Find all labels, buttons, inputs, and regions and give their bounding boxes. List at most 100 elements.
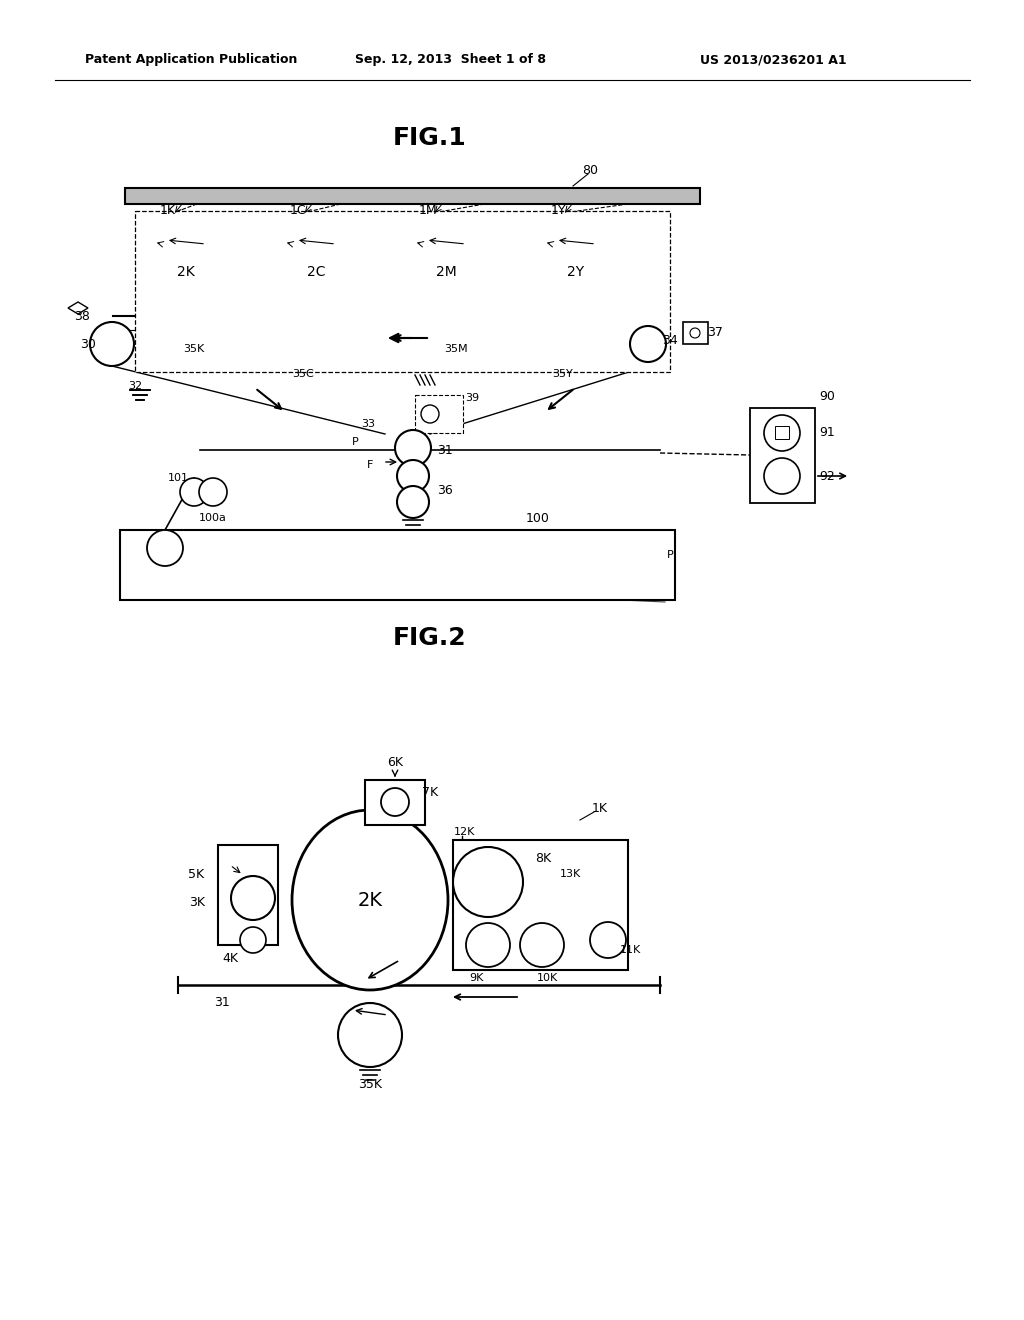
Circle shape xyxy=(764,414,800,451)
Bar xyxy=(326,218,340,232)
Text: 35Y: 35Y xyxy=(553,370,573,379)
Text: 32: 32 xyxy=(128,381,142,391)
Text: 34: 34 xyxy=(663,334,678,346)
Text: 38: 38 xyxy=(74,309,90,322)
Text: 2K: 2K xyxy=(357,891,383,909)
Text: 13K: 13K xyxy=(559,869,581,879)
Text: P: P xyxy=(351,437,358,447)
Bar xyxy=(135,211,670,372)
Text: 12K: 12K xyxy=(455,828,476,837)
Circle shape xyxy=(147,531,183,566)
Text: 3K: 3K xyxy=(189,896,205,909)
Polygon shape xyxy=(68,302,88,314)
Text: 6K: 6K xyxy=(387,755,403,768)
Text: 10K: 10K xyxy=(537,973,558,983)
Text: 9K: 9K xyxy=(469,973,483,983)
Text: 2M: 2M xyxy=(435,265,457,279)
Text: US 2013/0236201 A1: US 2013/0236201 A1 xyxy=(700,54,847,66)
Text: 33: 33 xyxy=(361,418,375,429)
Text: 35K: 35K xyxy=(183,345,205,354)
Text: 35K: 35K xyxy=(358,1078,382,1092)
Circle shape xyxy=(603,253,625,275)
Circle shape xyxy=(343,253,365,275)
Circle shape xyxy=(199,478,227,506)
Text: 5K: 5K xyxy=(188,869,204,882)
Circle shape xyxy=(348,280,368,300)
Bar xyxy=(775,426,790,440)
Bar xyxy=(683,322,708,345)
Text: 30: 30 xyxy=(80,338,96,351)
Text: FIG.2: FIG.2 xyxy=(393,626,467,649)
Bar xyxy=(415,395,463,433)
Circle shape xyxy=(408,323,449,364)
Circle shape xyxy=(764,458,800,494)
Circle shape xyxy=(453,847,523,917)
Text: 7K: 7K xyxy=(422,785,438,799)
Circle shape xyxy=(630,326,666,362)
Text: 2Y: 2Y xyxy=(567,265,585,279)
Circle shape xyxy=(690,327,700,338)
Text: 4K: 4K xyxy=(222,952,238,965)
Bar xyxy=(456,218,470,232)
Text: Patent Application Publication: Patent Application Publication xyxy=(85,54,297,66)
Bar xyxy=(120,531,675,601)
Circle shape xyxy=(397,459,429,492)
Bar xyxy=(453,840,628,970)
Circle shape xyxy=(240,927,266,953)
Text: 39: 39 xyxy=(465,393,479,403)
Circle shape xyxy=(608,280,628,300)
Circle shape xyxy=(148,323,188,364)
Text: 31: 31 xyxy=(214,997,229,1010)
Bar xyxy=(365,780,425,825)
Text: 37: 37 xyxy=(707,326,723,338)
Text: 90: 90 xyxy=(819,389,835,403)
Bar xyxy=(218,845,278,945)
Circle shape xyxy=(150,242,167,259)
Bar xyxy=(398,213,526,327)
Text: 1C: 1C xyxy=(290,203,306,216)
Circle shape xyxy=(520,923,564,968)
Bar xyxy=(586,218,600,232)
Circle shape xyxy=(148,234,224,310)
Text: 35C: 35C xyxy=(292,370,314,379)
Text: 91: 91 xyxy=(819,426,835,440)
Circle shape xyxy=(231,876,275,920)
Text: 101: 101 xyxy=(168,473,188,483)
Ellipse shape xyxy=(292,810,449,990)
Circle shape xyxy=(198,220,208,230)
Circle shape xyxy=(473,253,495,275)
Bar xyxy=(268,213,396,327)
Circle shape xyxy=(466,923,510,968)
Bar xyxy=(750,408,815,503)
Text: 100a: 100a xyxy=(199,513,227,523)
Circle shape xyxy=(381,788,409,816)
Circle shape xyxy=(90,322,134,366)
Text: 8K: 8K xyxy=(535,851,551,865)
Circle shape xyxy=(408,234,484,310)
Text: 92: 92 xyxy=(819,470,835,483)
Circle shape xyxy=(538,234,614,310)
Text: F: F xyxy=(367,459,373,470)
Text: 1Y: 1Y xyxy=(550,203,565,216)
Text: 2K: 2K xyxy=(177,265,195,279)
Text: 1M: 1M xyxy=(419,203,437,216)
Circle shape xyxy=(588,220,598,230)
Circle shape xyxy=(458,220,468,230)
Circle shape xyxy=(395,430,431,466)
Text: FIG.1: FIG.1 xyxy=(393,125,467,150)
Circle shape xyxy=(338,1003,402,1067)
Text: 100: 100 xyxy=(526,511,550,524)
Text: 80: 80 xyxy=(582,164,598,177)
Circle shape xyxy=(218,280,238,300)
Circle shape xyxy=(397,486,429,517)
Bar xyxy=(138,213,266,327)
Circle shape xyxy=(421,405,439,422)
Text: 2C: 2C xyxy=(307,265,326,279)
Text: 31: 31 xyxy=(437,444,453,457)
Text: 35M: 35M xyxy=(444,345,468,354)
Circle shape xyxy=(213,253,234,275)
Text: 1K: 1K xyxy=(160,203,176,216)
Circle shape xyxy=(278,234,354,310)
Circle shape xyxy=(180,478,208,506)
Text: Sep. 12, 2013  Sheet 1 of 8: Sep. 12, 2013 Sheet 1 of 8 xyxy=(355,54,546,66)
